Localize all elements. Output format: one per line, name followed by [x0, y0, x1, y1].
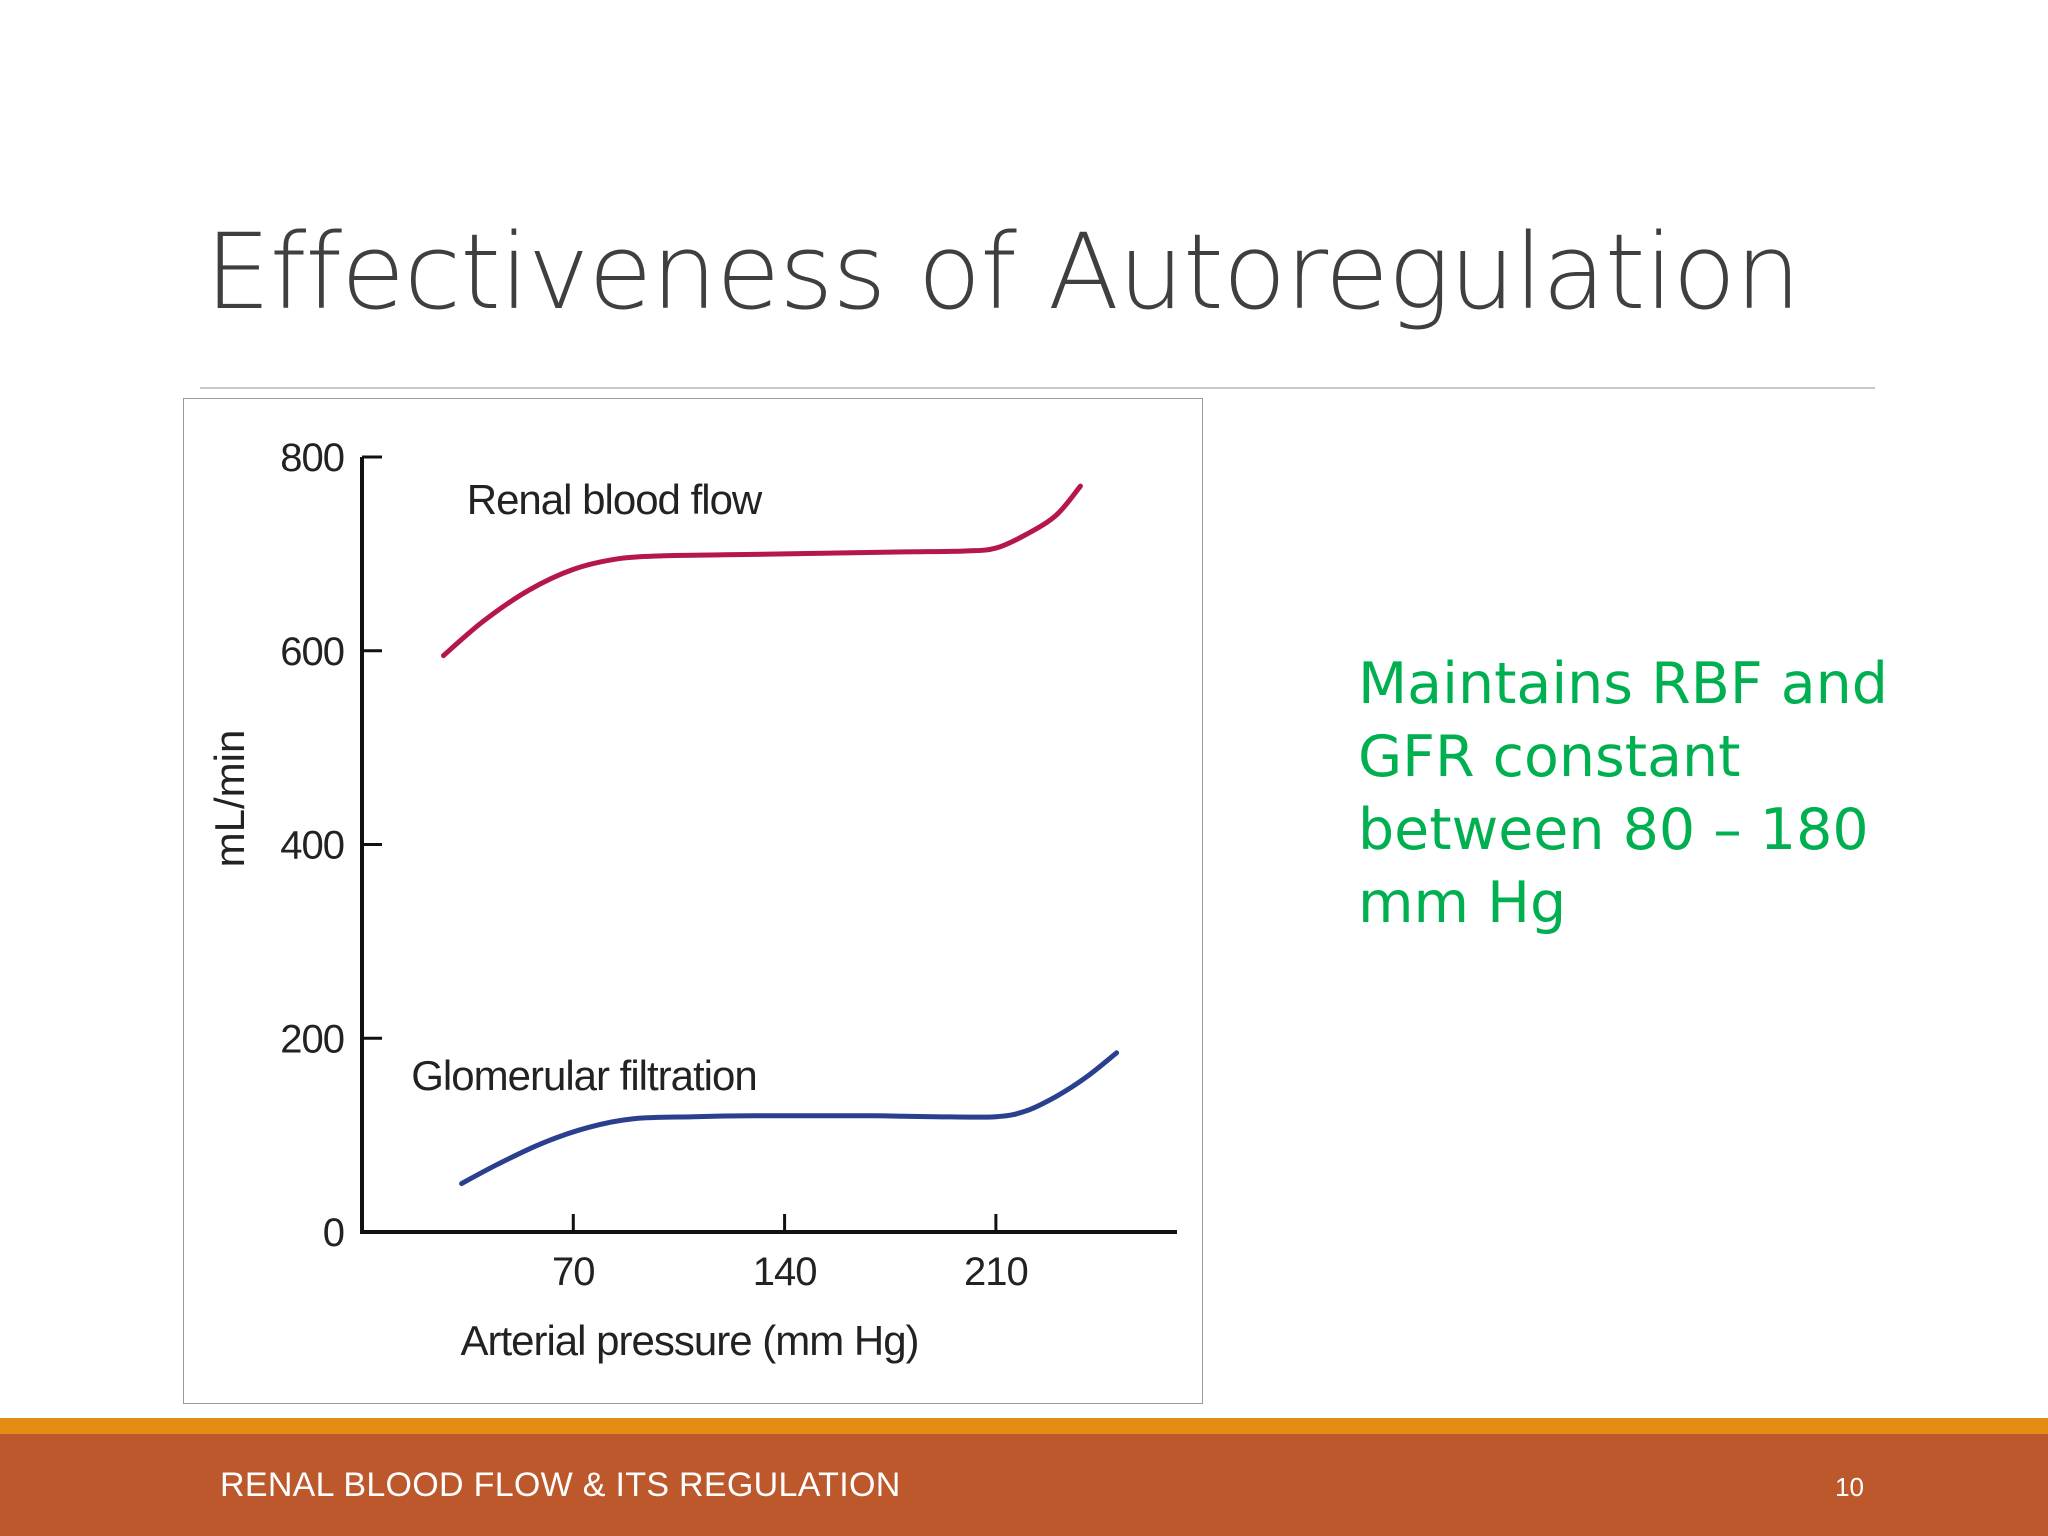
footer-title: RENAL BLOOD FLOW & ITS REGULATION — [220, 1466, 901, 1504]
series-line-renal-blood-flow — [441, 483, 1083, 659]
footer-bar — [0, 1434, 2048, 1536]
page-number: 10 — [1835, 1472, 1864, 1502]
autoregulation-chart: 0 200 400 600 800 70 140 210 Arterial pressure (… — [206, 436, 1177, 1364]
note-line: GFR constant — [1358, 724, 1741, 790]
chart-frame: 0 200 400 600 800 70 140 210 Arterial pressure (… — [183, 398, 1203, 1404]
x-tick-label: 70 — [552, 1250, 595, 1294]
x-tick-label: 140 — [753, 1250, 817, 1294]
y-tick-label: 400 — [280, 824, 344, 868]
note-line: mm Hg — [1358, 870, 1567, 936]
x-axis-title: Arterial pressure (mm Hg) — [460, 1317, 918, 1364]
y-tick-label: 600 — [280, 630, 344, 674]
series-label-glomerular-filtration: Glomerular filtration — [411, 1052, 756, 1099]
y-axis-title: mL/min — [206, 730, 253, 868]
note-line: Maintains RBF and — [1358, 651, 1888, 717]
title-divider — [200, 387, 1875, 389]
autoregulation-note: Maintains RBF and GFR constant between 8… — [1358, 648, 1958, 940]
footer-accent-stripe — [0, 1418, 2048, 1434]
note-line: between 80 – 180 — [1358, 797, 1869, 863]
y-tick-label: 0 — [323, 1211, 344, 1255]
y-tick-label: 200 — [280, 1017, 344, 1061]
series-line-glomerular-filtration — [459, 1050, 1120, 1187]
slide-title: Effectiveness of Autoregulation — [205, 211, 1801, 333]
y-tick-label: 800 — [280, 436, 344, 480]
series-label-renal-blood-flow: Renal blood flow — [467, 476, 763, 523]
x-tick-label: 210 — [964, 1250, 1028, 1294]
